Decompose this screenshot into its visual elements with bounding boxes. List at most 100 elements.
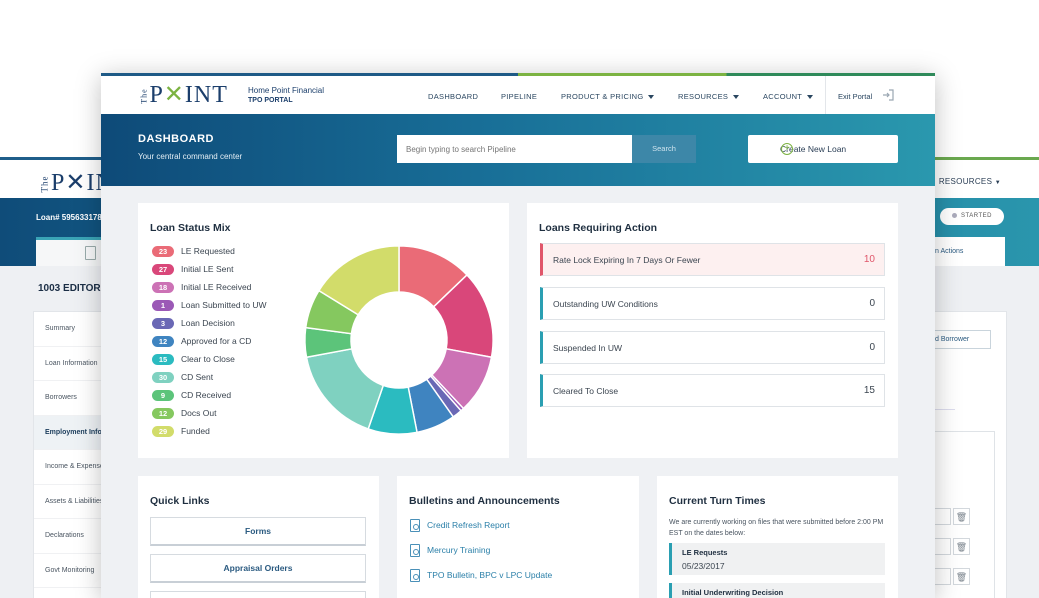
legend-label: Funded bbox=[181, 426, 210, 436]
exit-portal-link[interactable]: Exit Portal bbox=[838, 92, 873, 101]
nav-product-pricing[interactable]: PRODUCT & PRICING bbox=[561, 92, 655, 101]
legend-count-badge: 29 bbox=[152, 426, 174, 437]
brand-line1: Home Point Financial bbox=[248, 86, 325, 95]
turn-time-label: Initial Underwriting Decision bbox=[682, 588, 784, 597]
sidebar-item-summary[interactable]: Summary bbox=[34, 312, 104, 347]
donut-slice bbox=[305, 347, 385, 430]
turn-times-title: Current Turn Times bbox=[669, 495, 766, 507]
legend-label: LE Requested bbox=[181, 246, 235, 256]
bg-tab-actions[interactable]: n Actions bbox=[935, 237, 1005, 266]
bg-logo-prefix: The bbox=[39, 175, 50, 193]
bg-input[interactable] bbox=[934, 538, 951, 555]
trash-icon[interactable]: 🗑 bbox=[953, 568, 970, 585]
logo-int: INT bbox=[184, 82, 228, 108]
sidebar-item-borrowers[interactable]: Borrowers bbox=[34, 381, 104, 416]
legend-count-badge: 12 bbox=[152, 408, 174, 419]
search-button[interactable]: Search bbox=[632, 135, 696, 163]
forms-button[interactable]: Forms bbox=[150, 517, 366, 546]
bulletin-link[interactable]: TPO Bulletin, BPC v LPC Update bbox=[410, 568, 553, 583]
turn-times-text: We are currently working on files that w… bbox=[669, 519, 884, 537]
action-row-value: 0 bbox=[869, 342, 875, 353]
chevron-down-icon bbox=[733, 95, 740, 100]
legend-count-badge: 1 bbox=[152, 300, 174, 311]
create-new-loan-button[interactable]: + Create New Loan bbox=[748, 135, 898, 163]
bulletins-title: Bulletins and Announcements bbox=[409, 495, 560, 507]
page-subtitle: Your central command center bbox=[138, 152, 243, 161]
sidebar-item-assets[interactable]: Assets & Liabilities bbox=[34, 485, 104, 519]
logo-prefix: The bbox=[139, 88, 149, 105]
bg-loan-number: Loan# 595633178 bbox=[36, 213, 102, 222]
bulletin-link[interactable]: Credit Refresh Report bbox=[410, 518, 510, 533]
trash-icon[interactable]: 🗑 bbox=[953, 538, 970, 555]
pdf-icon bbox=[410, 544, 420, 558]
chevron-down-icon bbox=[807, 95, 814, 100]
search-input[interactable] bbox=[397, 135, 632, 163]
legend-item: 27 Initial LE Sent bbox=[152, 263, 233, 275]
action-row-cleared[interactable]: Cleared To Close 15 bbox=[540, 374, 885, 407]
legend-item: 15 Clear to Close bbox=[152, 353, 235, 365]
plus-circle-icon: + bbox=[781, 143, 793, 155]
nav-product-pricing-label: PRODUCT & PRICING bbox=[561, 92, 644, 101]
action-row-value: 10 bbox=[863, 254, 875, 265]
sidebar-item-loan-information[interactable]: Loan Information bbox=[34, 347, 104, 381]
legend-label: Approved for a CD bbox=[181, 336, 252, 346]
action-row-suspended[interactable]: Suspended In UW 0 bbox=[540, 331, 885, 364]
legend-item: 23 LE Requested bbox=[152, 245, 235, 257]
legend-item: 3 Loan Decision bbox=[152, 317, 235, 329]
status-badge: STARTED bbox=[940, 208, 1004, 225]
legend-count-badge: 15 bbox=[152, 354, 174, 365]
quick-links-title: Quick Links bbox=[150, 495, 210, 507]
legend-label: Initial LE Received bbox=[181, 282, 252, 292]
brand: Home Point Financial TPO PORTAL bbox=[248, 86, 324, 106]
chevron-down-icon: ▼ bbox=[994, 180, 1001, 186]
appraisal-orders-button[interactable]: Appraisal Orders bbox=[150, 554, 366, 583]
legend-label: CD Sent bbox=[181, 372, 214, 382]
action-row-label: Cleared To Close bbox=[553, 386, 619, 396]
bulletin-link[interactable]: Mercury Training bbox=[410, 543, 490, 558]
sidebar-item-employment[interactable]: Employment Info bbox=[34, 415, 104, 450]
legend-label: CD Received bbox=[181, 390, 232, 400]
page-title: DASHBOARD bbox=[138, 133, 214, 145]
bg-nav-resources[interactable]: RESOURCES ▼ bbox=[939, 177, 1001, 186]
bg-input[interactable] bbox=[934, 568, 951, 585]
quick-link-button[interactable] bbox=[150, 591, 366, 598]
legend-label: Loan Submitted to UW bbox=[181, 300, 267, 310]
nav-account[interactable]: ACCOUNT bbox=[763, 92, 814, 101]
trash-icon[interactable]: 🗑 bbox=[953, 508, 970, 525]
loan-status-donut-chart bbox=[304, 245, 494, 435]
bulletin-link-label: Credit Refresh Report bbox=[427, 520, 510, 530]
portal-window: TheP✕INT Home Point Financial TPO PORTAL … bbox=[101, 73, 935, 598]
logo-p: P bbox=[149, 82, 164, 108]
loans-action-card: Loans Requiring Action Rate Lock Expirin… bbox=[527, 203, 898, 458]
chevron-down-icon bbox=[648, 95, 655, 100]
action-row-uw-conditions[interactable]: Outstanding UW Conditions 0 bbox=[540, 287, 885, 320]
turn-time-item: Initial Underwriting Decision bbox=[669, 583, 885, 598]
turn-time-item: LE Requests 05/23/2017 bbox=[669, 543, 885, 575]
sidebar-item-income[interactable]: Income & Expenses bbox=[34, 450, 104, 485]
nav-resources[interactable]: RESOURCES bbox=[678, 92, 740, 101]
nav-account-label: ACCOUNT bbox=[763, 92, 803, 101]
logo[interactable]: TheP✕INT bbox=[137, 82, 228, 109]
legend-label: Initial LE Sent bbox=[181, 264, 234, 274]
action-row-label: Rate Lock Expiring In 7 Days Or Fewer bbox=[553, 255, 701, 265]
bg-input[interactable] bbox=[934, 508, 951, 525]
legend-item: 29 Funded bbox=[152, 425, 210, 437]
bulletin-link-label: TPO Bulletin, BPC v LPC Update bbox=[427, 570, 553, 580]
brand-line2: TPO PORTAL bbox=[248, 97, 293, 104]
add-borrower-button[interactable]: d Borrower bbox=[934, 330, 991, 349]
action-row-label: Suspended In UW bbox=[553, 343, 622, 353]
exit-icon[interactable] bbox=[882, 89, 894, 101]
sidebar-item-govt-monitoring[interactable]: Govt Monitoring bbox=[34, 554, 104, 588]
pdf-icon bbox=[410, 519, 420, 533]
nav-dashboard[interactable]: DASHBOARD bbox=[428, 92, 479, 101]
legend-count-badge: 30 bbox=[152, 372, 174, 383]
legend-count-badge: 18 bbox=[152, 282, 174, 293]
nav-pipeline[interactable]: PIPELINE bbox=[501, 92, 538, 101]
sidebar-item-declarations[interactable]: Declarations bbox=[34, 519, 104, 554]
action-row-rate-lock[interactable]: Rate Lock Expiring In 7 Days Or Fewer 10 bbox=[540, 243, 885, 276]
document-icon bbox=[85, 246, 96, 260]
legend-item: 30 CD Sent bbox=[152, 371, 213, 383]
legend-item: 1 Loan Submitted to UW bbox=[152, 299, 267, 311]
nav-divider bbox=[825, 76, 826, 114]
bg-nav-resources-label: RESOURCES bbox=[938, 177, 993, 186]
